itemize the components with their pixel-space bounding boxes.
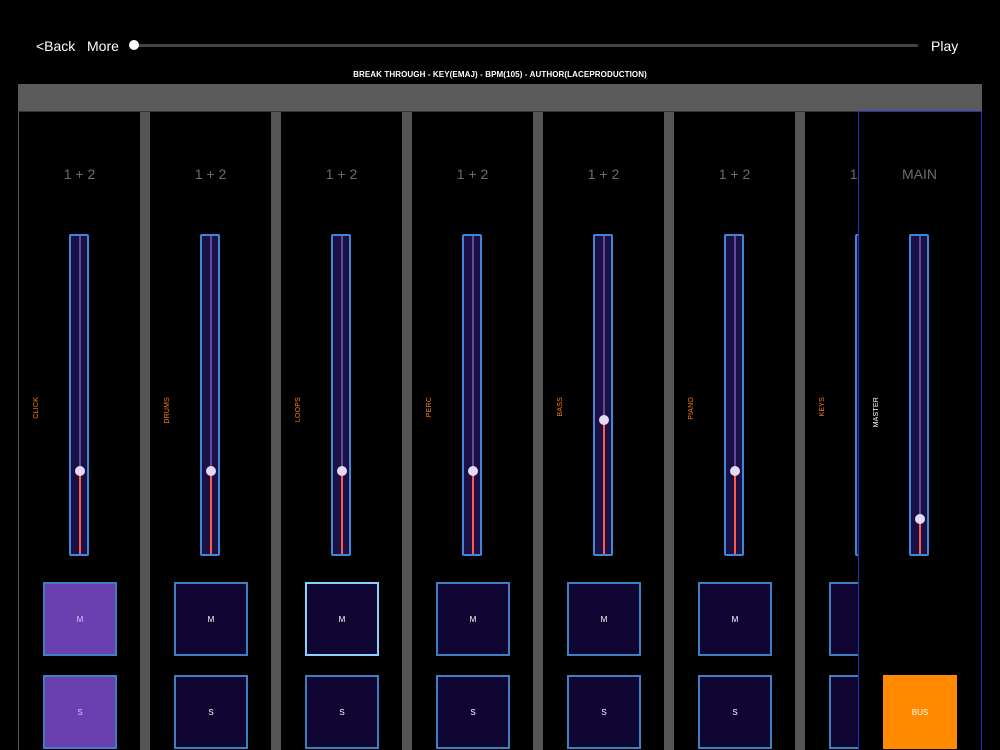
play-button[interactable]: Play	[931, 38, 959, 54]
channel-routing-label[interactable]: 1 + 2	[587, 166, 620, 182]
fader-fill	[919, 519, 921, 554]
channel-name-label: CLICK	[33, 397, 40, 419]
channel-strip-drums: 1 + 2 DRUMS M S	[150, 112, 271, 750]
mute-button[interactable]: M	[43, 582, 117, 656]
mute-button[interactable]: M	[174, 582, 248, 656]
volume-fader[interactable]	[69, 234, 89, 556]
fader-knob[interactable]	[75, 466, 85, 477]
fader-track	[472, 236, 474, 554]
channel-routing-label[interactable]: 1 + 2	[63, 166, 96, 182]
mute-button[interactable]: M	[305, 582, 379, 656]
mute-button[interactable]: M	[436, 582, 510, 656]
volume-fader[interactable]	[200, 234, 220, 556]
fader-knob[interactable]	[468, 466, 478, 477]
channel-name-label: PIANO	[688, 397, 695, 420]
fader-track	[341, 236, 343, 554]
master-channel: MAIN MASTER BUS	[858, 111, 982, 750]
solo-button[interactable]: S	[43, 675, 117, 749]
volume-fader[interactable]	[462, 234, 482, 556]
master-routing-label[interactable]: MAIN	[902, 166, 937, 182]
fader-fill	[603, 420, 605, 554]
solo-button[interactable]: S	[567, 675, 641, 749]
channel-strip-piano: 1 + 2 PIANO M S	[674, 112, 795, 750]
fader-knob[interactable]	[337, 466, 347, 477]
more-button[interactable]: More	[87, 38, 119, 54]
volume-fader[interactable]	[593, 234, 613, 556]
channel-name-label: LOOPS	[295, 397, 302, 423]
channel-name-label: PERC	[426, 397, 433, 418]
fader-fill	[79, 471, 81, 554]
fader-knob[interactable]	[599, 415, 609, 426]
fader-track	[79, 236, 81, 554]
channel-routing-label[interactable]: 1 + 2	[456, 166, 489, 182]
solo-button[interactable]: S	[436, 675, 510, 749]
fader-knob[interactable]	[915, 514, 925, 525]
channel-routing-label[interactable]: 1 + 2	[194, 166, 227, 182]
fader-fill	[341, 471, 343, 554]
mixer-panel: 1 + 2 CLICK M S 1 + 2 DRUMS M S 1 + 2 LO…	[18, 84, 982, 750]
volume-fader[interactable]	[724, 234, 744, 556]
mute-button[interactable]: M	[698, 582, 772, 656]
fader-fill	[734, 471, 736, 554]
fader-track	[210, 236, 212, 554]
solo-button[interactable]: S	[698, 675, 772, 749]
fader-knob[interactable]	[730, 466, 740, 477]
channel-strip-loops: 1 + 2 LOOPS M S	[281, 112, 402, 750]
channel-name-label: KEYS	[819, 397, 826, 417]
solo-button[interactable]: S	[305, 675, 379, 749]
fader-track	[919, 236, 921, 554]
fader-track	[734, 236, 736, 554]
master-name-label: MASTER	[873, 397, 880, 428]
mute-button[interactable]: M	[567, 582, 641, 656]
channel-routing-label[interactable]: 1 + 2	[718, 166, 751, 182]
channel-name-label: DRUMS	[164, 397, 171, 424]
song-title: BREAK THROUGH - KEY(EMAJ) - BPM(105) - A…	[353, 70, 647, 79]
master-volume-fader[interactable]	[909, 234, 929, 556]
progress-thumb[interactable]	[129, 40, 139, 50]
fader-knob[interactable]	[206, 466, 216, 477]
channel-strip-bass: 1 + 2 BASS M S	[543, 112, 664, 750]
top-bar: <Back More Play	[0, 0, 1000, 68]
fader-fill	[210, 471, 212, 554]
fader-fill	[472, 471, 474, 554]
channel-strip-perc: 1 + 2 PERC M S	[412, 112, 533, 750]
fader-track	[603, 236, 605, 554]
solo-button[interactable]: S	[174, 675, 248, 749]
channel-strip-click: 1 + 2 CLICK M S	[19, 112, 140, 750]
mixer-header	[18, 84, 982, 112]
channel-routing-label[interactable]: 1 + 2	[325, 166, 358, 182]
playback-progress-slider[interactable]	[129, 40, 918, 50]
channel-name-label: BASS	[557, 397, 564, 417]
volume-fader[interactable]	[331, 234, 351, 556]
bus-button[interactable]: BUS	[883, 675, 957, 749]
back-button[interactable]: <Back	[36, 38, 76, 54]
